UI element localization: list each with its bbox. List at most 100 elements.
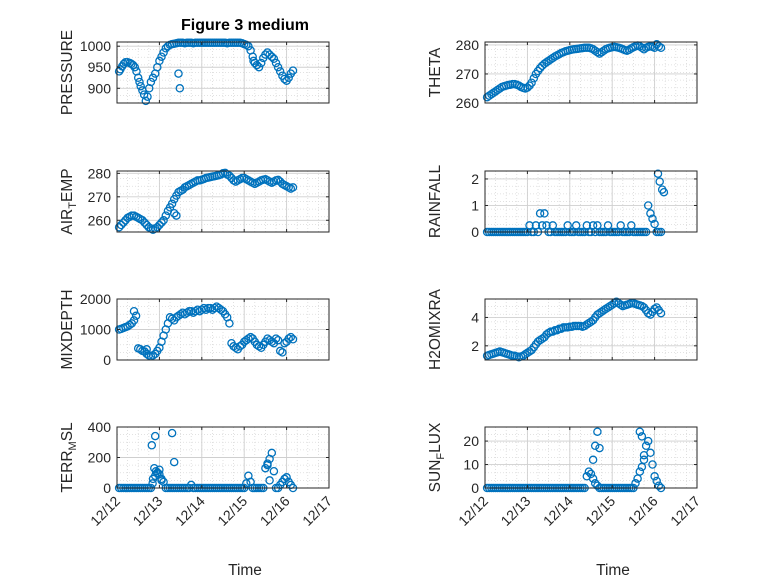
data-point (605, 301, 615, 311)
data-point (131, 311, 141, 321)
data-point (273, 62, 283, 72)
y-tick-label: 900 (88, 80, 112, 96)
data-point (265, 50, 274, 59)
data-point (637, 432, 647, 441)
y-tick-label: 200 (88, 450, 112, 466)
y-axis-label: RAINFALL (427, 165, 444, 239)
data-point (267, 448, 277, 458)
data-point (286, 332, 296, 342)
data-point (116, 220, 126, 230)
data-point (140, 218, 149, 227)
subplot-2: 260 270 280 THETA (427, 37, 698, 111)
y-tick-label: 0 (103, 352, 111, 368)
data-point (635, 42, 645, 51)
data-point (220, 168, 230, 178)
data-point (136, 81, 145, 91)
data-point (147, 441, 157, 450)
data-point (597, 307, 606, 317)
data-point (254, 342, 264, 351)
data-point (148, 73, 158, 83)
data-point (150, 431, 160, 441)
data-point (288, 66, 298, 75)
data-point (624, 45, 634, 55)
data-point (169, 457, 179, 467)
data-point (254, 62, 264, 72)
data-point (216, 305, 226, 314)
data-point (650, 304, 659, 314)
axes-box (116, 41, 330, 104)
data-point (659, 187, 669, 197)
data-point (648, 460, 657, 469)
axes-box (484, 170, 698, 233)
data-point (521, 350, 530, 359)
data-point (586, 469, 596, 479)
y-tick-label: 270 (456, 66, 480, 82)
data-point (119, 218, 128, 227)
y-tick-label: 0 (471, 224, 479, 240)
data-point (584, 467, 594, 476)
data-point (597, 47, 606, 57)
data-series (114, 168, 298, 234)
data-point (135, 77, 144, 87)
data-point (535, 209, 545, 218)
data-point (527, 78, 536, 87)
data-point (275, 67, 285, 76)
data-point (493, 85, 502, 95)
y-tick-label: 260 (456, 95, 480, 111)
y-axis-label: PRESSURE (59, 30, 76, 115)
data-point (643, 201, 653, 210)
y-tick-label: 2 (471, 338, 479, 354)
data-point (593, 310, 602, 319)
y-axis-label: TERRMSL (59, 422, 79, 493)
subplot-4: 0 1 2 RAINFALL (427, 165, 698, 240)
data-point (616, 300, 625, 309)
data-point (655, 177, 664, 186)
data-point (282, 473, 291, 482)
data-point (242, 40, 251, 50)
y-tick-label: 1000 (80, 322, 111, 338)
data-point (631, 479, 640, 488)
y-tick-label: 1 (471, 197, 479, 213)
y-tick-label: 2000 (80, 291, 111, 307)
data-point (167, 428, 177, 438)
data-series (114, 302, 298, 361)
data-point (174, 69, 183, 78)
data-point (167, 199, 177, 209)
data-point (142, 345, 151, 354)
x-axis-label: Time (596, 562, 630, 579)
y-tick-label: 280 (456, 37, 480, 53)
data-point (284, 334, 293, 343)
y-tick-label: 2 (471, 171, 479, 187)
y-tick-label: 280 (88, 165, 112, 181)
data-point (595, 443, 604, 453)
data-point (590, 479, 600, 488)
data-point (612, 297, 621, 307)
data-point (588, 455, 598, 465)
data-point (593, 427, 602, 436)
data-point (518, 351, 528, 360)
data-point (523, 83, 532, 92)
data-point (269, 466, 279, 476)
data-point (280, 338, 289, 348)
data-point (601, 304, 611, 314)
y-tick-label: 0 (471, 480, 479, 496)
data-point (157, 52, 166, 61)
grid (485, 299, 697, 360)
data-point (535, 335, 545, 345)
data-point (588, 474, 598, 483)
data-point (537, 334, 547, 343)
data-point (650, 472, 659, 481)
data-point (523, 348, 532, 358)
data-point (635, 467, 645, 476)
data-point (136, 345, 145, 354)
data-point (155, 220, 164, 230)
data-point (635, 427, 645, 436)
data-point (201, 305, 211, 314)
data-point (537, 221, 547, 230)
y-tick-label: 1000 (80, 38, 111, 54)
axes-box (116, 170, 330, 233)
data-point (489, 88, 498, 98)
data-point (235, 342, 245, 351)
y-tick-label: 950 (88, 59, 112, 75)
